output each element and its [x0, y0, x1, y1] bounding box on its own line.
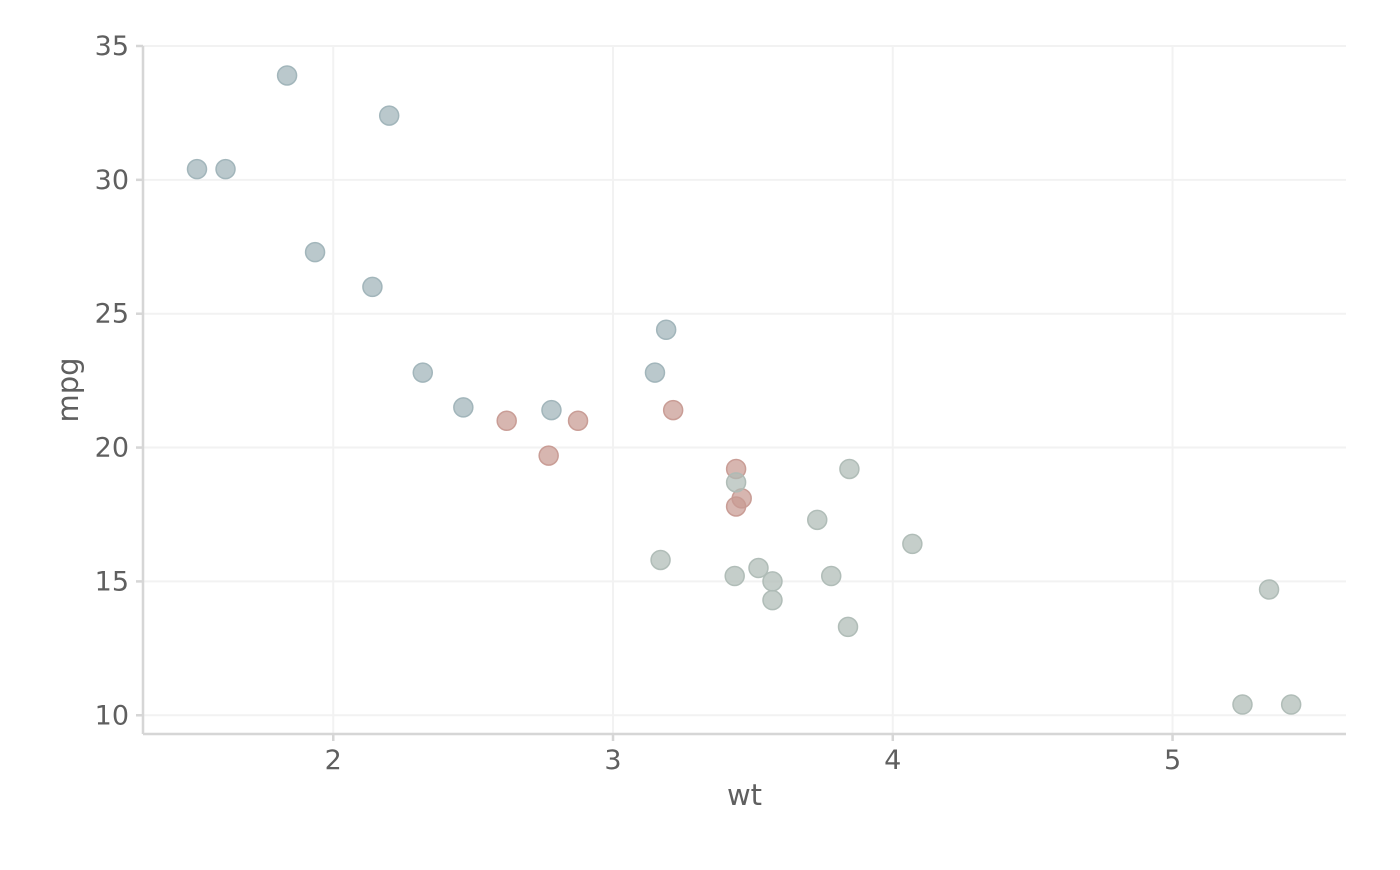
y-tick-label-30: 30	[95, 165, 129, 196]
x-tick-label-4: 4	[884, 745, 901, 776]
data-point-3	[276, 65, 298, 86]
y-axis-title: mpg	[51, 357, 85, 422]
y-tick-label-15: 15	[95, 566, 129, 597]
data-point-27	[837, 616, 859, 638]
data-point-19	[725, 472, 747, 493]
data-point-12	[496, 410, 517, 432]
y-tick-label-35: 35	[95, 31, 129, 62]
x-tick-label-3: 3	[604, 745, 621, 776]
data-point-25	[806, 509, 828, 531]
data-point-5	[362, 276, 383, 298]
data-point-23	[762, 571, 783, 592]
data-point-21	[724, 565, 745, 587]
y-tick-label-25: 25	[95, 299, 129, 330]
data-point-9	[541, 399, 562, 421]
y-tick-label-20: 20	[95, 433, 129, 464]
x-axis-title: wt	[727, 778, 762, 812]
axes	[136, 44, 1346, 741]
data-point-31	[1258, 579, 1280, 600]
data-point-14	[567, 410, 589, 432]
grid-lines	[143, 45, 1346, 734]
data-point-10	[644, 362, 666, 383]
data-points	[186, 65, 1302, 715]
data-point-11	[655, 319, 677, 341]
data-point-32	[1280, 694, 1302, 715]
data-point-29	[902, 533, 923, 555]
data-point-30	[1232, 694, 1253, 715]
data-point-6	[378, 105, 400, 126]
data-point-8	[453, 397, 474, 418]
data-point-7	[412, 362, 434, 383]
y-tick-label-10: 10	[95, 700, 129, 731]
data-point-22	[748, 557, 769, 579]
data-point-13	[538, 445, 559, 466]
tick-labels: 10 15 20 25 30 35 2 3 4 5	[95, 31, 1181, 776]
data-point-24	[762, 589, 783, 611]
data-point-20	[650, 549, 671, 571]
x-tick-label-2: 2	[325, 745, 342, 776]
data-point-28	[839, 458, 860, 480]
data-point-2	[215, 158, 236, 180]
data-point-4	[304, 241, 326, 263]
data-point-15	[662, 399, 684, 421]
x-tick-label-5: 5	[1164, 745, 1181, 776]
data-point-26	[820, 565, 842, 587]
data-point-1	[186, 158, 208, 180]
